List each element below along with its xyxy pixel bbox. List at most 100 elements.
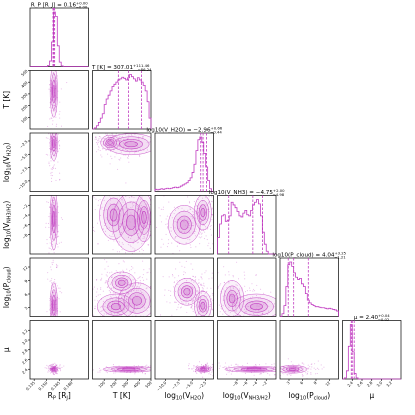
sample-point [54,104,56,106]
sample-point [116,197,118,199]
sample-point [206,364,208,366]
sample-point [165,223,167,225]
sample-point [49,236,51,238]
sample-point [210,287,212,289]
sample-point [152,315,153,316]
sample-point [185,299,187,301]
sample-point [250,301,252,303]
sample-point [226,368,228,370]
sample-point [212,294,214,296]
sample-point [212,286,213,287]
sample-point [229,286,231,289]
sample-point [222,366,224,369]
sample-point [127,163,128,164]
sample-point [59,117,61,119]
panel-frame [217,195,277,255]
sample-point [166,370,167,371]
sample-point [58,139,60,142]
sample-point [52,259,54,261]
sample-point [104,282,106,284]
sample-point [59,367,61,369]
sample-point [116,140,118,142]
sample-point [133,239,135,241]
sample-point [232,315,235,317]
sample-point [282,366,284,368]
sample-point [204,293,206,295]
sample-point [138,286,140,288]
sample-point [149,230,151,233]
sample-point [94,299,96,301]
sample-point [131,149,133,151]
sample-point [142,137,144,139]
sample-point [59,374,60,375]
sample-point [245,311,247,313]
sample-point [132,169,133,170]
density-contour [52,210,56,227]
sample-point [48,247,50,249]
sample-point [116,251,118,253]
sample-point [121,197,123,199]
sample-point [53,326,54,327]
sample-point [146,203,148,205]
sample-point [105,280,107,282]
sample-point [203,301,205,303]
sample-point [307,367,309,369]
sample-point [171,161,172,162]
sample-point [127,236,130,239]
sample-point [137,260,138,261]
sample-point [55,372,57,374]
sample-point [116,254,117,255]
sample-point [142,183,143,184]
sample-point [95,198,97,200]
sample-point [244,372,247,375]
sample-point [162,243,164,245]
sample-point [207,209,209,211]
sample-point [224,362,227,364]
sample-point [110,222,112,224]
sample-point [287,358,289,360]
sample-point [49,280,51,282]
sample-point [47,125,49,128]
sample-point [138,209,140,211]
sample-point [102,187,103,188]
sample-point [156,213,157,214]
sample-point [92,318,93,319]
sample-point [111,312,113,314]
sample-point [164,289,166,291]
sample-point [97,149,99,151]
sample-point [85,303,86,304]
sample-point [129,270,131,272]
sample-point [253,374,255,376]
sample-point [97,204,99,206]
sample-point [107,153,109,155]
sample-point [122,295,124,298]
sample-point [213,317,214,318]
sample-point [55,318,56,319]
sample-point [174,237,176,239]
sample-point [195,246,197,248]
sample-point [97,200,100,202]
sample-point [124,134,127,136]
sample-point [107,301,109,303]
sample-point [103,263,104,264]
x-tick-label: 500 [144,380,153,389]
sample-point [145,365,147,367]
sample-point [109,199,111,201]
sample-point [95,141,98,143]
sample-point [237,302,239,304]
sample-point [192,211,194,213]
sample-point [283,373,285,375]
sample-point [52,63,53,64]
sample-point [119,323,120,324]
sample-point [301,362,303,364]
sample-point [190,371,191,372]
sample-point [60,217,62,219]
sample-point [114,294,116,296]
sample-point [131,196,133,198]
sample-point [174,236,177,238]
sample-point [154,365,155,366]
y-tick-label: −5.0 [18,152,28,162]
sample-point [50,50,51,51]
sample-point [274,374,276,376]
